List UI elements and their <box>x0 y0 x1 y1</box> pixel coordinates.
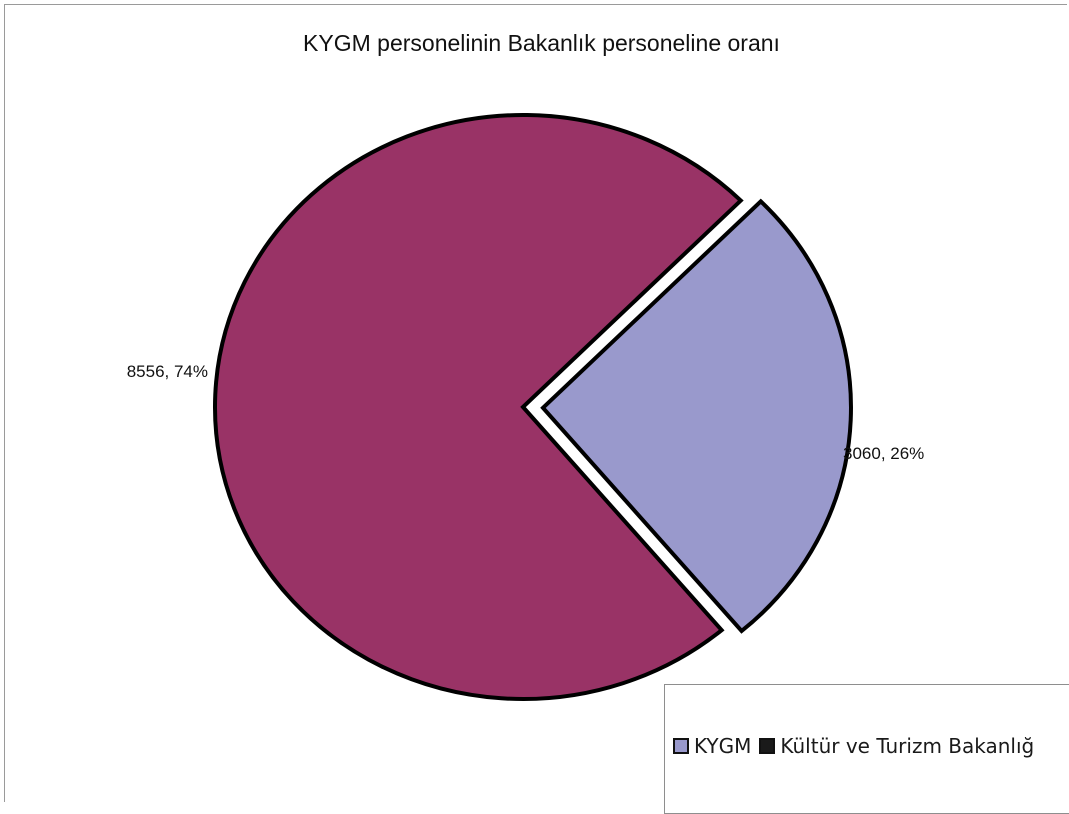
legend-row: KYGM Kültür ve Turizm Bakanlığ <box>673 734 1042 758</box>
legend-swatch-kygm <box>673 738 689 754</box>
legend-item-bakanlik: Kültür ve Turizm Bakanlığ <box>759 734 1034 758</box>
chart-title: KYGM personelinin Bakanlık personeline o… <box>303 30 780 56</box>
legend-item-kygm: KYGM <box>673 734 751 758</box>
data-label-1: 8556, 74% <box>127 362 208 381</box>
pie-slice-1 <box>213 113 744 701</box>
legend-label-bakanlik: Kültür ve Turizm Bakanlığ <box>780 734 1035 758</box>
legend: KYGM Kültür ve Turizm Bakanlığ <box>664 684 1069 814</box>
pie-slice-0 <box>540 198 853 634</box>
legend-label-kygm: KYGM <box>694 734 752 758</box>
legend-swatch-bakanlik <box>759 738 776 754</box>
data-label-0: 3060, 26% <box>843 444 924 463</box>
